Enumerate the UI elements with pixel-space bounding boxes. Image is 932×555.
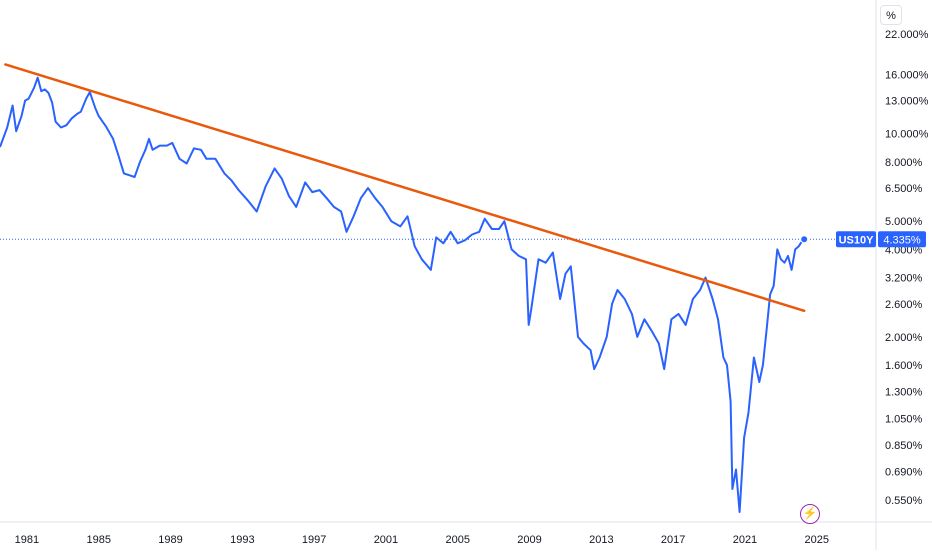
- y-tick-label: 8.000%: [885, 157, 923, 169]
- y-tick-label: 1.600%: [885, 360, 923, 372]
- symbol-label: US10Y: [839, 234, 875, 246]
- y-tick-label: 4.000%: [885, 244, 923, 256]
- x-axis[interactable]: 1981 1985 1989 1993 1997 2001 2005 2009 2013 2017…: [0, 521, 932, 546]
- y-tick-label: 10.000%: [885, 129, 929, 141]
- y-tick-label: 0.550%: [885, 495, 923, 507]
- price-labels: US10Y 4.335%: [836, 231, 926, 248]
- y-tick-label: 2.600%: [885, 299, 923, 311]
- last-point-marker[interactable]: [800, 235, 809, 244]
- x-tick-label: 1981: [15, 534, 39, 546]
- y-tick-label: 16.000%: [885, 69, 929, 81]
- x-tick-label: 2005: [446, 534, 470, 546]
- x-tick-label: 1993: [230, 534, 254, 546]
- value-label: 4.335%: [883, 234, 921, 246]
- y-tick-label: 0.850%: [885, 440, 923, 452]
- lightning-bolt-icon[interactable]: ⚡: [800, 504, 820, 524]
- y-tick-label: 3.200%: [885, 273, 923, 285]
- x-tick-label: 1997: [302, 534, 326, 546]
- trendline[interactable]: [4, 63, 806, 313]
- y-axis[interactable]: 22.000% 16.000% 13.000% 10.000% 8.000% 6.500%…: [875, 0, 929, 550]
- y-tick-label: 13.000%: [885, 96, 929, 108]
- x-tick-label: 1985: [86, 534, 110, 546]
- y-tick-label: 2.000%: [885, 332, 923, 344]
- y-tick-label: 22.000%: [885, 29, 929, 41]
- x-tick-label: 2025: [805, 534, 829, 546]
- x-tick-label: 2013: [589, 534, 613, 546]
- x-tick-label: 2017: [661, 534, 685, 546]
- x-tick-label: 2021: [733, 534, 757, 546]
- plot-area[interactable]: [0, 63, 876, 513]
- y-tick-label: 1.050%: [885, 413, 923, 425]
- x-tick-label: 2009: [517, 534, 541, 546]
- y-tick-label: 6.500%: [885, 183, 923, 195]
- unit-toggle-button[interactable]: %: [880, 5, 902, 25]
- us10y-line[interactable]: [0, 76, 805, 513]
- y-tick-label: 0.690%: [885, 466, 923, 478]
- y-tick-label: 1.300%: [885, 386, 923, 398]
- x-tick-label: 2001: [374, 534, 398, 546]
- value-label-bg: [878, 231, 926, 248]
- symbol-label-bg: [836, 231, 876, 248]
- y-tick-label: 5.000%: [885, 216, 923, 228]
- x-tick-label: 1989: [158, 534, 182, 546]
